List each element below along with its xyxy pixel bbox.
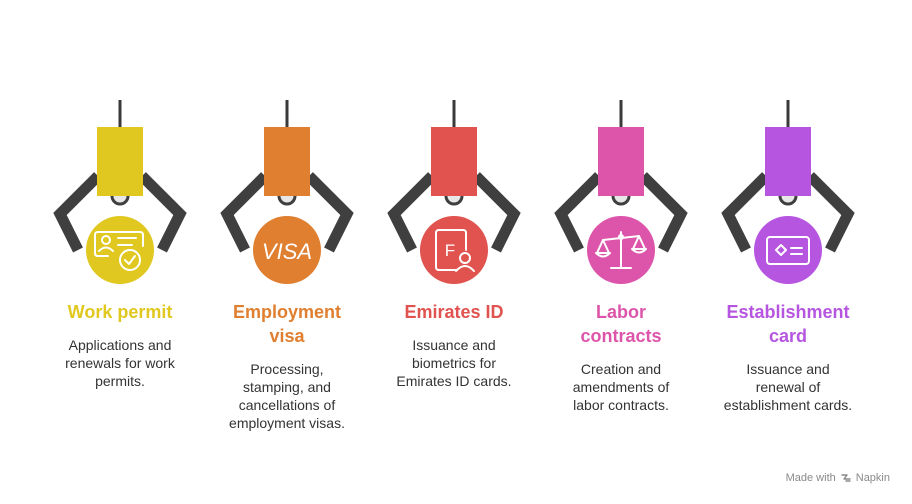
visa-icon: VISA bbox=[262, 239, 312, 264]
step-employment-visa: VISA Employment visa Processing, stampin… bbox=[203, 0, 371, 504]
step-title: Establishment card bbox=[726, 302, 850, 346]
claw-graphic: VISA bbox=[220, 100, 354, 284]
icon-badge bbox=[754, 216, 822, 284]
step-description: Creation and amendments of labor contrac… bbox=[572, 361, 670, 413]
step-description: Issuance and renewal of establishment ca… bbox=[723, 361, 853, 413]
claw-graphic bbox=[53, 100, 187, 284]
claw-graphic bbox=[721, 100, 855, 284]
letter-f-glyph: F bbox=[445, 241, 455, 260]
claw-graphic: F bbox=[387, 100, 521, 284]
step-title: Work permit bbox=[67, 302, 173, 322]
icon-badge bbox=[86, 216, 154, 284]
step-description: Applications and renewals for work permi… bbox=[65, 337, 175, 389]
color-block bbox=[431, 127, 477, 196]
napkin-logo-icon bbox=[841, 474, 851, 482]
step-establishment-card: Establishment card Issuance and renewal … bbox=[704, 0, 872, 504]
color-block bbox=[765, 127, 811, 196]
claw-arms bbox=[721, 172, 855, 253]
napkin-brand-label: Napkin bbox=[855, 472, 890, 484]
step-title: Employment visa bbox=[232, 302, 342, 346]
claw-graphic bbox=[554, 100, 688, 284]
scales-icon bbox=[595, 231, 647, 269]
made-with-napkin-footer: Made with Napkin bbox=[786, 472, 890, 484]
card-icon bbox=[766, 236, 810, 265]
step-description: Issuance and biometrics for Emirates ID … bbox=[396, 337, 512, 389]
claw-arms bbox=[387, 172, 521, 253]
color-block bbox=[598, 127, 644, 196]
id-document-user-icon bbox=[435, 229, 475, 272]
step-emirates-id: F Emirates ID Issuance and biometrics fo… bbox=[370, 0, 538, 504]
claw-arms bbox=[220, 172, 354, 253]
step-description: Processing, stamping, and cancellations … bbox=[229, 361, 345, 431]
made-with-label: Made with bbox=[785, 472, 836, 484]
step-title: Labor contracts bbox=[580, 302, 662, 346]
claw-arms bbox=[554, 172, 688, 253]
step-work-permit: Work permit Applications and renewals fo… bbox=[36, 0, 204, 504]
icon-badge bbox=[253, 216, 321, 284]
claw-arms bbox=[53, 172, 187, 253]
id-card-check-icon bbox=[94, 231, 144, 271]
color-block bbox=[97, 127, 143, 196]
color-block bbox=[264, 127, 310, 196]
step-labor-contracts: Labor contracts Creation and amendments … bbox=[537, 0, 705, 504]
step-title: Emirates ID bbox=[404, 302, 504, 322]
